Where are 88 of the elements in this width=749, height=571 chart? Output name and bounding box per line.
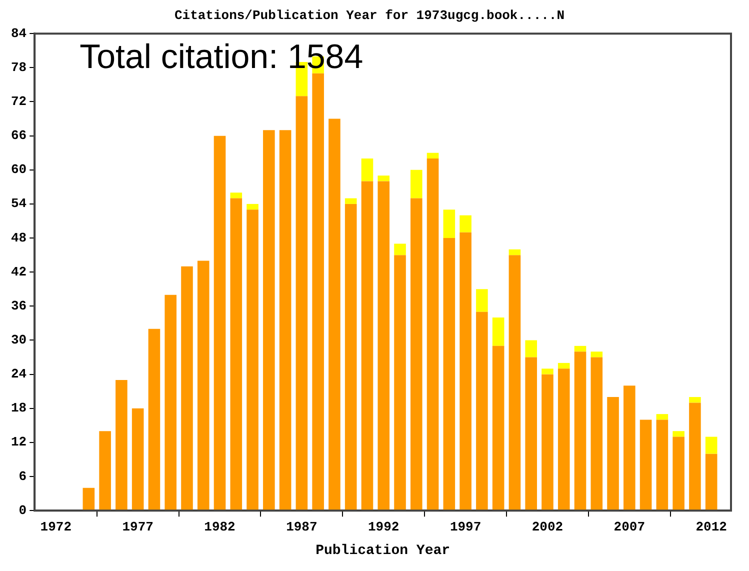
bar: [656, 420, 668, 510]
x-tick-label: 2002: [532, 520, 564, 535]
x-tick-label: 1992: [368, 520, 400, 535]
bar: [426, 152, 439, 159]
bar: [181, 266, 193, 510]
y-tick-label: 48: [10, 230, 27, 246]
y-tick-label: 12: [10, 434, 27, 450]
bar: [460, 232, 472, 510]
bar: [344, 204, 357, 510]
bar: [361, 181, 374, 510]
bar: [607, 397, 619, 510]
y-tick-label: 24: [10, 366, 27, 382]
bar: [525, 340, 537, 358]
bar: [246, 204, 258, 210]
y-tick-label: 42: [10, 264, 27, 280]
bar: [246, 210, 258, 510]
y-tick-label: 78: [10, 60, 27, 75]
bar: [378, 181, 390, 510]
y-tick-label: 66: [10, 128, 27, 144]
bar: [574, 352, 586, 510]
x-tick-label: 1982: [204, 520, 236, 535]
bar: [558, 368, 570, 510]
bar: [656, 414, 668, 420]
y-tick-label: 30: [10, 332, 27, 348]
bar: [672, 436, 684, 510]
annotation: Total citation: 1584: [80, 38, 364, 76]
bar: [394, 244, 406, 256]
bar: [558, 362, 570, 369]
x-tick-label: 1987: [286, 520, 318, 535]
y-tick-label: 6: [18, 468, 27, 484]
bar: [640, 420, 652, 510]
bar: [705, 436, 718, 454]
y-tick-label: 0: [18, 502, 27, 518]
bar: [82, 488, 95, 510]
y-tick-label: 18: [10, 400, 27, 416]
bar: [148, 328, 160, 510]
bar: [361, 158, 374, 182]
bar: [197, 260, 210, 510]
bar: [296, 96, 308, 510]
bar: [590, 352, 603, 358]
x-tick-label: 2012: [696, 520, 728, 535]
bar: [508, 249, 521, 256]
bar: [476, 312, 488, 510]
bar: [328, 118, 340, 510]
bar: [99, 431, 111, 510]
y-tick-label: 60: [10, 162, 27, 178]
bar: [378, 176, 390, 182]
bar: [312, 73, 324, 510]
bar: [279, 130, 292, 510]
bar: [426, 158, 439, 510]
y-tick-label: 72: [10, 94, 27, 110]
bar: [689, 397, 701, 403]
bar: [164, 294, 177, 510]
bar: [492, 318, 504, 346]
bar: [460, 215, 472, 232]
chart-title: Citations/Publication Year for 1973ugcg.book.....N: [174, 8, 565, 24]
y-tick-label: 36: [10, 298, 27, 314]
bar: [443, 210, 456, 238]
bar: [508, 255, 521, 510]
y-tick-label: 84: [10, 26, 27, 41]
bar: [230, 198, 242, 510]
bar: [344, 198, 357, 204]
y-tick-label: 54: [10, 196, 27, 212]
bar: [230, 192, 242, 198]
bar: [624, 386, 636, 510]
bar: [672, 431, 684, 437]
bar: [574, 346, 586, 352]
x-tick-label: 1997: [450, 520, 482, 535]
bar: [590, 357, 603, 510]
bar: [443, 238, 456, 510]
bar: [214, 136, 226, 510]
bar: [116, 380, 128, 510]
bar: [410, 198, 422, 510]
bar: [263, 130, 275, 510]
bar: [705, 454, 718, 510]
bar: [132, 408, 144, 510]
x-tick-label: 1977: [122, 520, 154, 535]
bar: [689, 402, 701, 510]
bar: [410, 170, 422, 198]
bar: [542, 374, 554, 510]
bar: [492, 346, 504, 510]
x-tick-label: 2007: [614, 520, 646, 535]
bar: [476, 289, 488, 312]
bar: [394, 255, 406, 510]
x-tick-label: 1972: [40, 520, 72, 535]
bar: [525, 357, 537, 510]
x-axis-title: Publication Year: [316, 543, 450, 560]
bar: [542, 368, 554, 374]
